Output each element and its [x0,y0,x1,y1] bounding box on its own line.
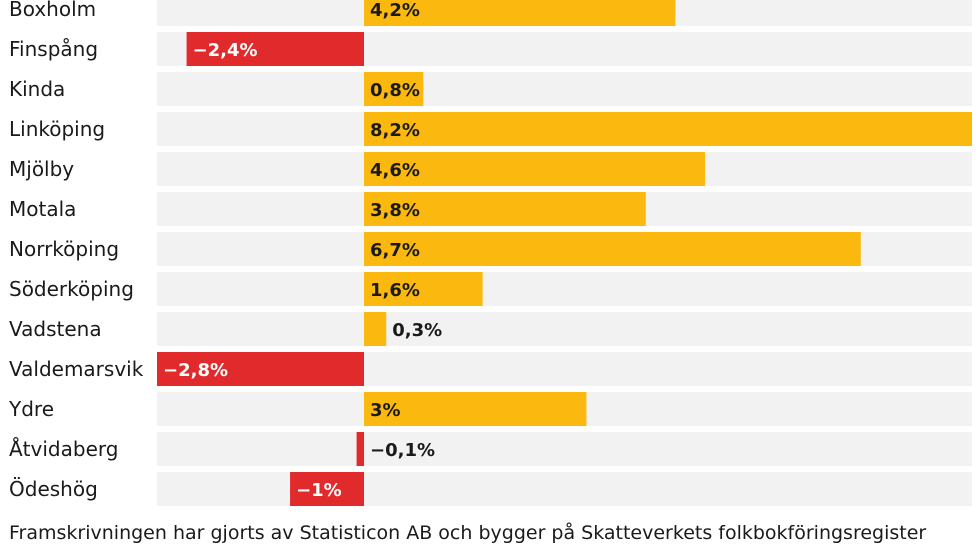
bar [356,432,364,466]
category-label: Vadstena [9,317,102,341]
bar [364,272,483,306]
category-label: Finspång [9,37,98,61]
category-label: Söderköping [9,277,134,301]
data-label: 0,3% [392,320,442,341]
bar [157,352,364,386]
category-label: Motala [9,197,76,221]
data-label: 1,6% [370,280,420,301]
data-label: 4,6% [370,160,420,181]
category-label: Mjölby [9,157,74,181]
category-label: Åtvidaberg [9,437,118,461]
data-label: 3,8% [370,200,420,221]
category-label: Ödeshög [9,477,98,501]
category-label: Valdemarsvik [9,357,144,381]
footnote: Framskrivningen har gjorts av Statistico… [9,522,927,544]
bar [364,152,706,186]
category-label: Norrköping [9,237,119,261]
bar [364,0,676,26]
bar [186,32,364,66]
bar [364,232,861,266]
bar-chart: Boxholm 4,2% Finspång −2,4% Kinda 0,8% Linköpi… [8,0,972,506]
category-label: Ydre [8,397,54,421]
data-label: 3% [370,400,401,421]
bar-track [157,472,972,506]
bar [364,72,424,106]
bar [290,472,364,506]
category-label: Linköping [9,117,105,141]
data-label: −1% [296,480,342,501]
bar [364,312,387,346]
data-label: 8,2% [370,120,420,141]
bar-track [157,72,972,106]
bar [364,112,972,146]
data-label: 6,7% [370,240,420,261]
bar-track [157,312,972,346]
data-label: 0,8% [370,80,420,101]
data-label: −2,4% [193,40,258,61]
bar [364,192,646,226]
bar [364,392,587,426]
data-label: 4,2% [370,0,420,21]
bar-track [157,432,972,466]
bar-track [157,272,972,306]
category-label: Boxholm [9,0,96,21]
data-label: −0,1% [370,440,435,461]
data-label: −2,8% [163,360,228,381]
category-label: Kinda [9,77,65,101]
